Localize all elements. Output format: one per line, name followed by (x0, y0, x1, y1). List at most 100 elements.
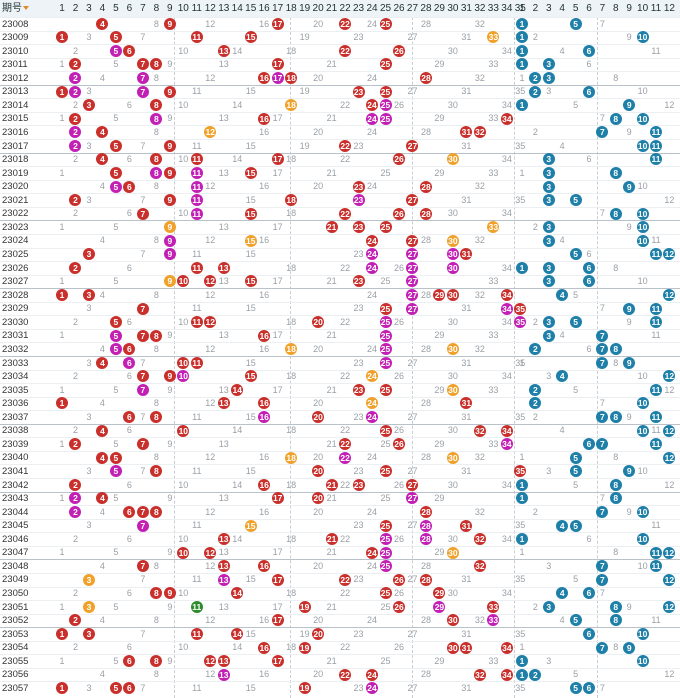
front-drawn-ball: 34 (500, 112, 513, 125)
period-label: 23025 (2, 249, 29, 261)
front-number-header: 10 (177, 3, 189, 14)
table-row (0, 450, 680, 452)
table-row (0, 261, 680, 263)
front-drawn-ball: 16 (258, 478, 271, 491)
miss-count: 1 (519, 72, 525, 83)
miss-count: 30 (447, 371, 458, 382)
period-column-header[interactable]: 期号 (2, 0, 36, 17)
back-drawn-ball: 10 (636, 655, 649, 668)
front-drawn-ball: 16 (258, 72, 271, 85)
miss-count: 7 (599, 682, 605, 693)
miss-count: 26 (393, 479, 404, 490)
front-drawn-ball: 11 (190, 261, 203, 274)
miss-count: 2 (532, 32, 538, 43)
miss-count: 6 (126, 208, 132, 219)
miss-count: 33 (488, 113, 499, 124)
front-drawn-ball: 8 (150, 329, 163, 342)
miss-count: 4 (99, 669, 105, 680)
miss-count: 1 (59, 547, 65, 558)
miss-count: 9 (626, 411, 632, 422)
front-drawn-ball: 8 (150, 58, 163, 71)
miss-count: 29 (434, 330, 445, 341)
front-number-header: 17 (272, 3, 284, 14)
period-label: 23038 (2, 425, 29, 437)
period-label: 23057 (2, 682, 29, 694)
back-drawn-ball: 12 (663, 424, 676, 437)
back-drawn-ball: 5 (569, 194, 582, 207)
back-drawn-ball: 12 (663, 600, 676, 613)
front-drawn-ball: 8 (150, 655, 163, 668)
miss-count: 13 (218, 59, 229, 70)
miss-count: 7 (140, 411, 146, 422)
front-drawn-ball: 6 (123, 411, 136, 424)
miss-count: 12 (664, 479, 675, 490)
front-drawn-ball: 24 (366, 112, 379, 125)
miss-count: 27 (407, 86, 418, 97)
sort-icon[interactable] (23, 6, 29, 11)
front-drawn-ball: 24 (366, 682, 379, 695)
miss-count: 24 (367, 506, 378, 517)
front-drawn-ball: 2 (69, 126, 82, 139)
front-number-header: 23 (352, 3, 365, 14)
front-drawn-ball: 28 (419, 573, 432, 586)
miss-count: 7 (140, 140, 146, 151)
table-row (0, 71, 680, 73)
front-number-header: 4 (99, 3, 106, 14)
back-drawn-ball: 4 (556, 587, 569, 600)
miss-count: 2 (532, 601, 538, 612)
front-drawn-ball: 21 (325, 221, 338, 234)
miss-count: 1 (59, 493, 65, 504)
table-row (0, 342, 680, 344)
miss-count: 6 (126, 154, 132, 165)
front-drawn-ball: 9 (163, 275, 176, 288)
front-drawn-ball: 9 (163, 85, 176, 98)
miss-count: 7 (140, 682, 146, 693)
front-drawn-ball: 11 (190, 356, 203, 369)
table-row (0, 613, 680, 615)
back-drawn-ball: 1 (516, 17, 528, 30)
table-row (0, 423, 680, 425)
front-drawn-ball: 26 (393, 573, 405, 586)
miss-count: 27 (407, 32, 418, 43)
front-number-header: 22 (339, 3, 351, 14)
back-drawn-ball: 5 (569, 316, 582, 329)
miss-count: 1 (59, 384, 65, 395)
miss-count: 9 (167, 493, 173, 504)
miss-count: 1 (59, 276, 65, 287)
front-drawn-ball: 4 (96, 424, 109, 437)
miss-count: 9 (626, 221, 632, 232)
front-number-header: 1 (59, 3, 65, 14)
front-drawn-ball: 28 (419, 180, 432, 193)
back-number-header: 2 (532, 3, 539, 14)
front-drawn-ball: 20 (312, 316, 325, 329)
back-drawn-ball: 9 (623, 302, 636, 315)
front-drawn-ball: 24 (366, 261, 379, 274)
front-drawn-ball: 30 (446, 234, 459, 247)
back-drawn-ball: 1 (516, 478, 528, 491)
period-label: 23056 (2, 669, 29, 681)
front-drawn-ball: 2 (69, 438, 82, 451)
back-drawn-ball: 1 (516, 44, 528, 57)
miss-count: 19 (299, 628, 310, 639)
back-number-header: 6 (586, 3, 592, 14)
miss-count: 11 (192, 86, 202, 97)
miss-count: 27 (407, 628, 418, 639)
miss-count: 10 (178, 642, 189, 653)
miss-count: 1 (519, 167, 525, 178)
front-drawn-ball: 15 (244, 31, 257, 44)
miss-count: 5 (113, 113, 119, 124)
front-drawn-ball: 23 (352, 478, 365, 491)
miss-count: 11 (192, 411, 202, 422)
miss-count: 11 (192, 249, 202, 260)
miss-count: 32 (474, 343, 485, 354)
miss-count: 13 (218, 438, 229, 449)
period-label: 23053 (2, 628, 29, 640)
miss-count: 16 (259, 343, 270, 354)
front-drawn-ball: 13 (217, 560, 230, 573)
miss-count: 13 (218, 221, 229, 232)
miss-count: 22 (340, 154, 351, 165)
back-drawn-ball: 3 (542, 153, 555, 166)
miss-count: 13 (218, 330, 229, 341)
front-drawn-ball: 33 (487, 31, 500, 44)
front-drawn-ball: 17 (271, 153, 284, 166)
